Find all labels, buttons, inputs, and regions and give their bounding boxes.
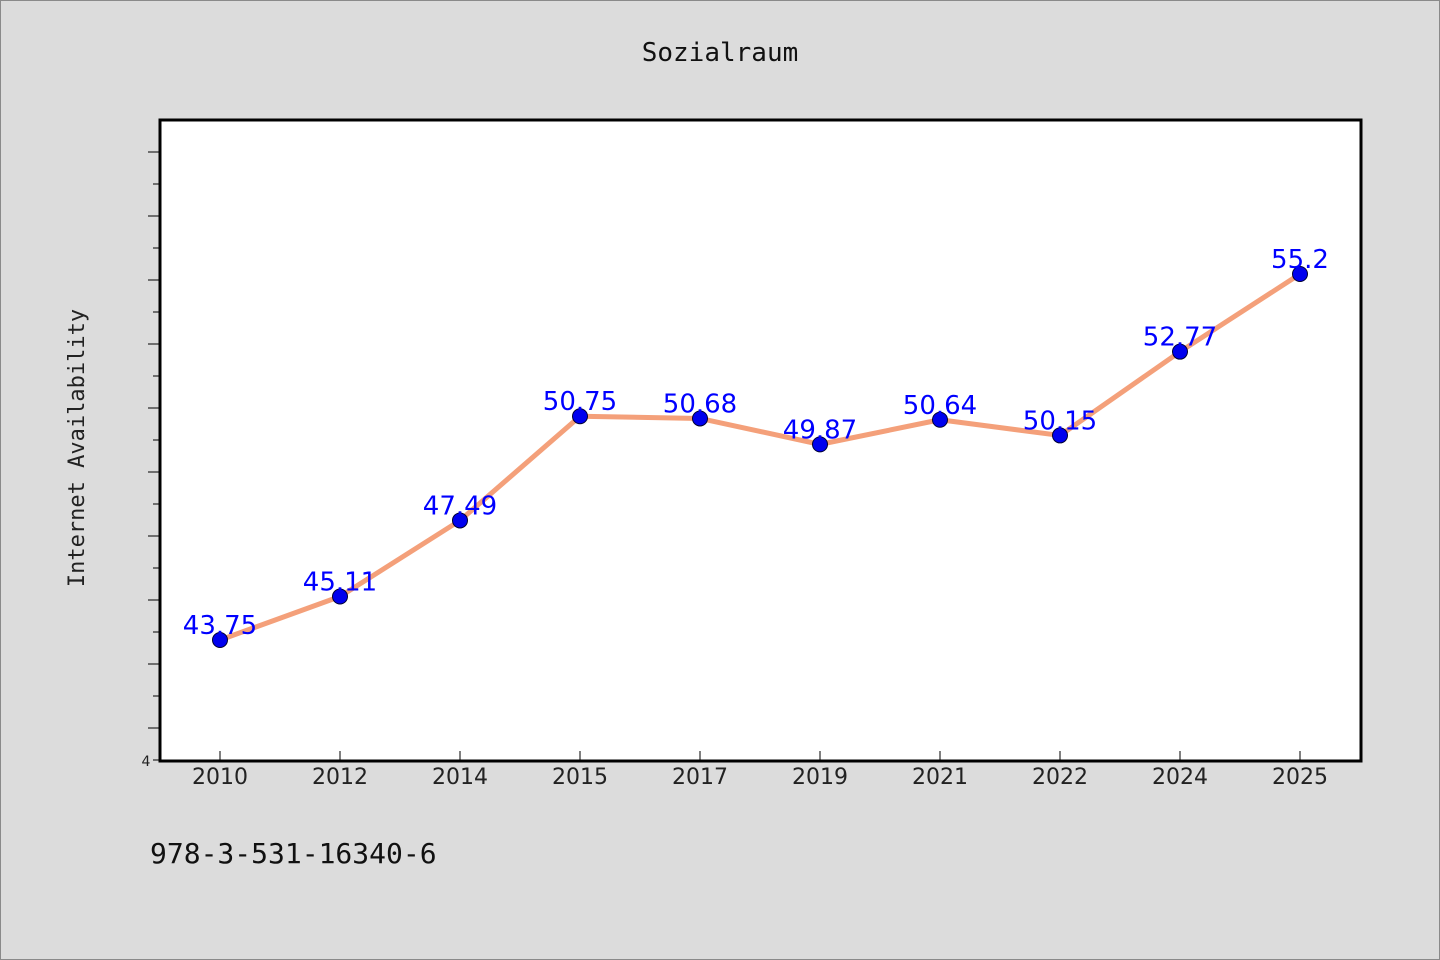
data-label: 43.75 <box>183 611 257 641</box>
data-point <box>572 408 588 425</box>
data-label: 50.75 <box>543 387 617 417</box>
x-tick-label: 2019 <box>792 765 848 790</box>
data-label: 55.2 <box>1271 245 1329 275</box>
data-point <box>452 512 468 529</box>
chart-title: Sozialraum <box>642 38 799 68</box>
x-tick-label: 2024 <box>1152 765 1208 790</box>
y-axis-ticks <box>148 151 160 761</box>
data-point <box>1052 427 1068 444</box>
data-point <box>1292 266 1308 282</box>
footer-code: 978-3-531-16340-6 <box>150 837 437 870</box>
data-label: 49.87 <box>783 415 857 445</box>
x-tick-label: 2021 <box>912 765 968 790</box>
data-label: 50.68 <box>663 389 737 419</box>
data-point <box>692 410 708 427</box>
series-line <box>217 271 1303 643</box>
x-axis-ticks: 2010 2012 2014 2015 2017 2019 2021 2022 2024 2025 <box>192 751 1328 790</box>
x-tick-label: 2017 <box>672 765 728 790</box>
x-tick-label: 2010 <box>192 765 248 790</box>
x-tick-label: 2015 <box>552 765 608 790</box>
y-axis-label: Internet Availability <box>65 309 90 587</box>
x-tick-label: 2025 <box>1272 765 1328 790</box>
x-tick-label: 2022 <box>1032 765 1088 790</box>
x-tick-label: 2012 <box>312 765 368 790</box>
data-label: 52.77 <box>1143 323 1217 353</box>
data-labels: 43.75 45.11 47.49 50.75 50.68 49.87 50.64 50.15… <box>183 245 1329 641</box>
series-line-group <box>217 271 1303 643</box>
x-tick-label: 2014 <box>432 765 488 790</box>
data-label: 45.11 <box>303 568 377 598</box>
y-tick-label: 4 <box>142 754 151 770</box>
data-point <box>212 632 228 648</box>
data-label: 47.49 <box>423 491 497 521</box>
data-point <box>812 436 828 453</box>
data-label: 50.64 <box>903 391 977 421</box>
data-point <box>932 411 948 428</box>
data-markers <box>212 266 1308 648</box>
data-point <box>1172 343 1188 360</box>
plot-area <box>158 118 1363 763</box>
data-point <box>332 588 348 605</box>
data-label: 50.15 <box>1023 406 1097 436</box>
